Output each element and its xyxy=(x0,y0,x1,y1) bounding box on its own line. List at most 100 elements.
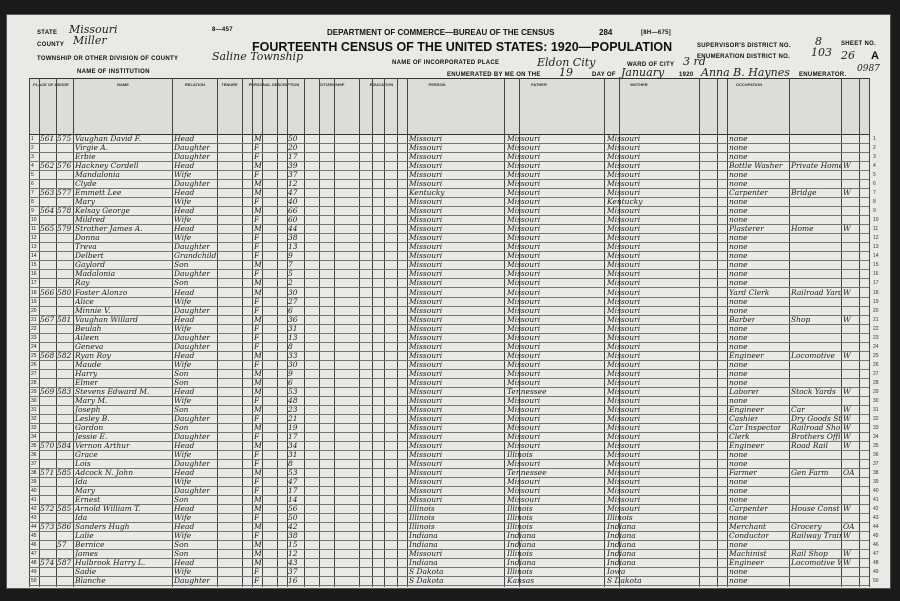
father-birthplace: Missouri xyxy=(507,161,541,171)
relation: Wife xyxy=(174,215,192,225)
mother-birthplace: Missouri xyxy=(607,215,641,225)
relation: Head xyxy=(174,188,195,198)
sex: M xyxy=(254,504,262,514)
grid-line xyxy=(859,78,860,587)
line-number: 29 xyxy=(873,388,879,395)
birthplace: Missouri xyxy=(409,413,443,423)
occupation: Merchant xyxy=(729,522,767,532)
mother-birthplace: Indiana xyxy=(607,522,636,532)
relation: Head xyxy=(174,206,195,216)
table-row: 27 Harry Son M 9 Missouri Missouri Missouri none xyxy=(29,368,869,379)
relation: Daughter xyxy=(174,486,210,496)
column-header: PERSON xyxy=(428,82,446,87)
line-number: 43 xyxy=(31,515,37,522)
sex: F xyxy=(254,450,260,460)
mother-birthplace: Kentucky xyxy=(607,197,643,207)
grid-line xyxy=(319,78,320,587)
mother-birthplace: Missouri xyxy=(607,350,641,360)
table-row: 43 Ida Wife F 50 Illinois Illinois Illinois none xyxy=(29,513,869,524)
family-number: 582 xyxy=(57,350,72,360)
relation: Daughter xyxy=(174,459,210,469)
line-number: 6 xyxy=(31,181,34,188)
grid-line xyxy=(242,78,243,587)
sex: M xyxy=(254,314,262,324)
occupation: Laborer xyxy=(729,386,760,396)
mother-birthplace: Missouri xyxy=(607,323,641,333)
age: 16 xyxy=(288,576,298,586)
person-name: Strother James A. xyxy=(75,224,143,234)
relation: Son xyxy=(174,368,189,378)
father-birthplace: Illinois xyxy=(507,504,533,514)
age: 36 xyxy=(288,314,298,324)
birthplace: Indiana xyxy=(409,558,438,568)
age: 39 xyxy=(288,161,298,171)
father-birthplace: Illinois xyxy=(507,450,533,460)
father-birthplace: Tennessee xyxy=(507,468,547,478)
grid-line xyxy=(789,78,790,587)
relation: Head xyxy=(174,314,195,324)
mother-birthplace: Missouri xyxy=(607,251,641,261)
occupation: Farmer xyxy=(729,468,757,478)
state-label: STATE xyxy=(37,30,58,36)
relation: Head xyxy=(174,224,195,234)
class-of-worker: OA xyxy=(843,468,855,478)
family-number: 586 xyxy=(57,522,72,532)
birthplace: Missouri xyxy=(409,431,443,441)
table-row: 48 574 587 Hulbrook Harry L. Head M 43 Indiana I… xyxy=(29,558,869,569)
table-row: 18 566 580 Foster Alonzo Head M 30 Missouri Miss… xyxy=(29,287,869,298)
grid-line xyxy=(217,78,218,587)
sex: F xyxy=(254,233,260,243)
person-name: Mary xyxy=(75,197,95,207)
line-number: 16 xyxy=(31,271,37,278)
dwelling-number: 569 xyxy=(40,386,55,396)
mother-birthplace: Missouri xyxy=(607,431,641,441)
relation: Wife xyxy=(174,477,192,487)
class-of-worker: W xyxy=(843,441,851,451)
industry: Railroad Yards xyxy=(791,287,841,297)
age: 47 xyxy=(288,188,298,198)
age: 50 xyxy=(288,513,298,523)
grid-line xyxy=(407,78,408,587)
person-name: Sadie xyxy=(75,567,97,577)
grid-line xyxy=(717,78,718,587)
table-row: 40 Mary Daughter F 17 Missouri Missouri Missour… xyxy=(29,486,869,497)
person-name: Ernest xyxy=(75,495,101,505)
institution-label: NAME OF INSTITUTION xyxy=(77,69,150,75)
sex: M xyxy=(254,134,262,143)
table-row: 25 568 582 Ryan Roy Head M 33 Missouri Missouri M… xyxy=(29,350,869,361)
relation: Head xyxy=(174,504,195,514)
relation: Son xyxy=(174,495,189,505)
line-number: 34 xyxy=(31,433,37,440)
family-number: 577 xyxy=(57,188,72,198)
person-name: Blanche xyxy=(75,576,106,586)
birthplace: Missouri xyxy=(409,260,443,270)
father-birthplace: Missouri xyxy=(507,413,541,423)
father-birthplace: Missouri xyxy=(507,206,541,216)
occupation: none xyxy=(729,134,748,143)
age: 6 xyxy=(288,377,293,387)
dwelling-number: 573 xyxy=(40,522,55,532)
father-birthplace: Missouri xyxy=(507,377,541,387)
age: 40 xyxy=(288,197,298,207)
relation: Wife xyxy=(174,233,192,243)
sex: F xyxy=(254,152,260,162)
grid-line xyxy=(619,78,620,587)
sex: M xyxy=(254,377,262,387)
birthplace: Missouri xyxy=(409,395,443,405)
grid-line xyxy=(869,78,870,587)
father-birthplace: Indiana xyxy=(507,540,536,550)
father-birthplace: Missouri xyxy=(507,287,541,297)
line-number: 46 xyxy=(31,542,37,549)
line-number: 11 xyxy=(31,226,37,233)
line-number: 31 xyxy=(873,406,879,413)
family-number: 581 xyxy=(57,314,72,324)
line-number: 9 xyxy=(31,208,34,215)
age: 20 xyxy=(288,143,298,153)
line-number: 47 xyxy=(873,551,879,558)
dwelling-number: 570 xyxy=(40,441,55,451)
line-number: 26 xyxy=(31,361,37,368)
industry: Private Home xyxy=(791,161,841,171)
person-name: Erbie xyxy=(75,152,96,162)
age: 8 xyxy=(288,459,293,469)
sheet-value: 26 xyxy=(841,49,855,62)
